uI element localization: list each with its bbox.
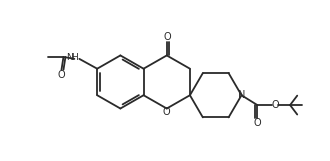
Text: O: O: [164, 32, 172, 42]
Text: H: H: [71, 53, 78, 62]
Text: N: N: [238, 90, 245, 100]
Text: O: O: [58, 70, 65, 80]
Text: O: O: [253, 118, 261, 128]
Text: O: O: [272, 100, 280, 110]
Text: N: N: [67, 53, 73, 62]
Text: O: O: [163, 107, 171, 117]
